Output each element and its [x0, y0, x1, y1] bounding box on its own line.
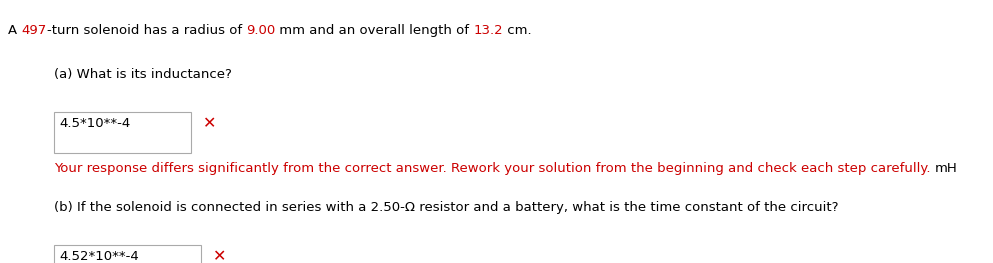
Text: mm and an overall length of: mm and an overall length of [275, 24, 474, 37]
FancyBboxPatch shape [54, 245, 201, 263]
Text: 13.2: 13.2 [474, 24, 503, 37]
Text: mH: mH [935, 162, 958, 175]
Text: ✕: ✕ [203, 116, 215, 131]
Text: 9.00: 9.00 [246, 24, 275, 37]
Text: 4.5*10**-4: 4.5*10**-4 [60, 117, 131, 129]
Text: 4.52*10**-4: 4.52*10**-4 [60, 250, 139, 263]
Text: 497: 497 [21, 24, 47, 37]
Text: cm.: cm. [503, 24, 531, 37]
Text: ✕: ✕ [213, 249, 225, 263]
FancyBboxPatch shape [54, 112, 191, 153]
Text: Your response differs significantly from the correct answer. Rework your solutio: Your response differs significantly from… [54, 162, 930, 175]
Text: A: A [8, 24, 21, 37]
Text: -turn solenoid has a radius of: -turn solenoid has a radius of [47, 24, 246, 37]
Text: (b) If the solenoid is connected in series with a 2.50-Ω resistor and a battery,: (b) If the solenoid is connected in seri… [54, 201, 838, 214]
Text: (a) What is its inductance?: (a) What is its inductance? [54, 68, 231, 81]
